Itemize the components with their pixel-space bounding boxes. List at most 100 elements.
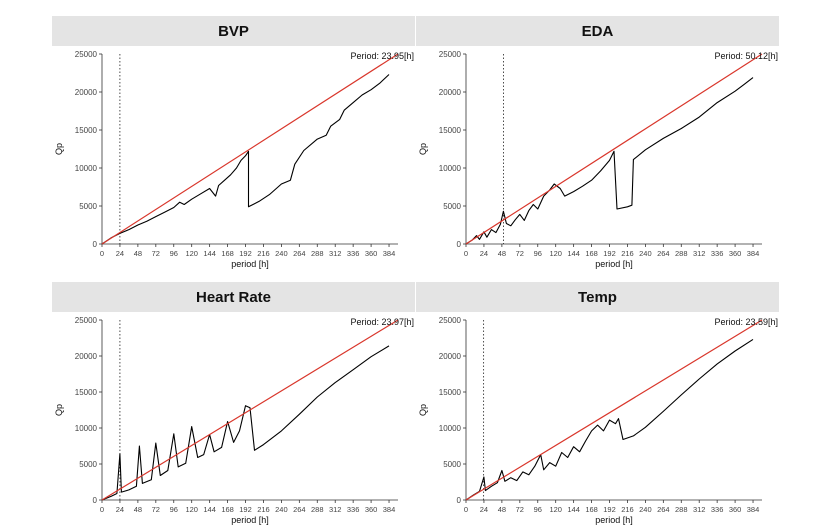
y-tick-label: 0: [457, 496, 462, 505]
panel-title: EDA: [416, 16, 779, 46]
x-tick-label: 168: [585, 505, 598, 514]
x-axis-label: period [h]: [595, 259, 633, 269]
threshold-line: [101, 319, 399, 501]
x-tick-label: 264: [293, 505, 306, 514]
x-tick-label: 360: [729, 249, 742, 258]
x-axis-label: period [h]: [231, 259, 269, 269]
x-tick-label: 0: [100, 249, 104, 258]
x-tick-label: 96: [534, 249, 542, 258]
chart-plot: 0 5000 10000 15000 20000 25000 0 24 48 72 96 120 144…: [418, 316, 778, 525]
y-tick-label: 0: [457, 240, 462, 249]
x-tick-label: 216: [257, 249, 270, 258]
threshold-line: [465, 53, 763, 245]
chart-panel-bvp: BVP 0 5000 10000 15000 20000 25000 0 24 48 72 96 12…: [52, 16, 415, 276]
x-tick-label: 264: [657, 505, 670, 514]
x-tick-label: 336: [347, 249, 360, 258]
x-tick-label: 48: [134, 505, 142, 514]
y-tick-label: 10000: [75, 164, 98, 173]
x-tick-label: 288: [311, 249, 324, 258]
panel-title: BVP: [52, 16, 415, 46]
x-tick-label: 24: [116, 249, 124, 258]
x-tick-label: 240: [639, 505, 652, 514]
y-tick-label: 10000: [439, 424, 462, 433]
x-tick-label: 264: [293, 249, 306, 258]
x-tick-label: 312: [329, 505, 342, 514]
period-annotation: Period: 23.59[h]: [714, 317, 778, 327]
y-axis-label: Qp: [418, 143, 428, 155]
period-annotation: Period: 23.95[h]: [350, 51, 414, 61]
qp-series-line: [465, 338, 754, 501]
period-annotation: Period: 50.12[h]: [714, 51, 778, 61]
y-tick-label: 10000: [439, 164, 462, 173]
y-tick-label: 15000: [75, 388, 98, 397]
y-tick-label: 0: [93, 496, 98, 505]
x-tick-label: 24: [480, 249, 488, 258]
y-tick-label: 25000: [75, 50, 98, 59]
x-tick-label: 96: [170, 505, 178, 514]
x-tick-label: 72: [516, 249, 524, 258]
y-tick-label: 0: [93, 240, 98, 249]
x-tick-label: 120: [185, 505, 198, 514]
x-tick-label: 216: [621, 505, 634, 514]
x-tick-label: 120: [185, 249, 198, 258]
x-tick-label: 168: [221, 505, 234, 514]
y-tick-label: 20000: [75, 352, 98, 361]
chart-panel-eda: EDA 0 5000 10000 15000 20000 25000 0 24 48 72 96 12…: [416, 16, 779, 276]
x-tick-label: 144: [203, 505, 216, 514]
x-tick-label: 240: [275, 505, 288, 514]
y-tick-label: 25000: [439, 316, 462, 325]
chart-panel-temp: Temp 0 5000 10000 15000 20000 25000 0 24 48 72 96 1…: [416, 282, 779, 532]
x-tick-label: 384: [747, 505, 760, 514]
x-tick-label: 48: [134, 249, 142, 258]
x-tick-label: 360: [729, 505, 742, 514]
y-tick-label: 5000: [443, 202, 461, 211]
x-tick-label: 72: [152, 505, 160, 514]
chart-panel-heart-rate: Heart Rate 0 5000 10000 15000 20000 25000 0 24 4…: [52, 282, 415, 532]
x-tick-label: 192: [603, 249, 616, 258]
x-tick-label: 336: [347, 505, 360, 514]
qp-series-line: [101, 74, 390, 245]
x-tick-label: 312: [693, 505, 706, 514]
x-tick-label: 168: [221, 249, 234, 258]
x-tick-label: 144: [567, 505, 580, 514]
x-tick-label: 312: [329, 249, 342, 258]
chart-plot: 0 5000 10000 15000 20000 25000 0 24 48 72 96 120 144…: [54, 50, 414, 269]
x-tick-label: 48: [498, 505, 506, 514]
x-tick-label: 264: [657, 249, 670, 258]
x-tick-label: 48: [498, 249, 506, 258]
x-tick-label: 384: [383, 505, 396, 514]
y-tick-label: 5000: [443, 460, 461, 469]
x-tick-label: 0: [464, 505, 468, 514]
y-axis-label: Qp: [54, 143, 64, 155]
x-tick-label: 288: [675, 249, 688, 258]
x-tick-label: 216: [257, 505, 270, 514]
x-tick-label: 192: [239, 505, 252, 514]
x-axis-label: period [h]: [231, 515, 269, 525]
x-tick-label: 24: [116, 505, 124, 514]
x-tick-label: 288: [311, 505, 324, 514]
qp-series-line: [101, 345, 390, 501]
qp-series-line: [465, 77, 754, 245]
y-tick-label: 10000: [75, 424, 98, 433]
x-axis-label: period [h]: [595, 515, 633, 525]
y-tick-label: 25000: [439, 50, 462, 59]
x-tick-label: 360: [365, 249, 378, 258]
y-axis-label: Qp: [54, 404, 64, 416]
y-tick-label: 5000: [79, 202, 97, 211]
chart-plot: 0 5000 10000 15000 20000 25000 0 24 48 72 96 120 144…: [418, 50, 778, 269]
x-tick-label: 0: [100, 505, 104, 514]
threshold-line: [465, 319, 763, 501]
y-tick-label: 25000: [75, 316, 98, 325]
x-tick-label: 96: [170, 249, 178, 258]
x-tick-label: 0: [464, 249, 468, 258]
x-tick-label: 144: [567, 249, 580, 258]
x-tick-label: 24: [480, 505, 488, 514]
panel-title: Heart Rate: [52, 282, 415, 312]
x-tick-label: 384: [383, 249, 396, 258]
x-tick-label: 72: [152, 249, 160, 258]
x-tick-label: 216: [621, 249, 634, 258]
y-tick-label: 15000: [439, 126, 462, 135]
y-tick-label: 20000: [75, 88, 98, 97]
x-tick-label: 144: [203, 249, 216, 258]
y-tick-label: 20000: [439, 88, 462, 97]
